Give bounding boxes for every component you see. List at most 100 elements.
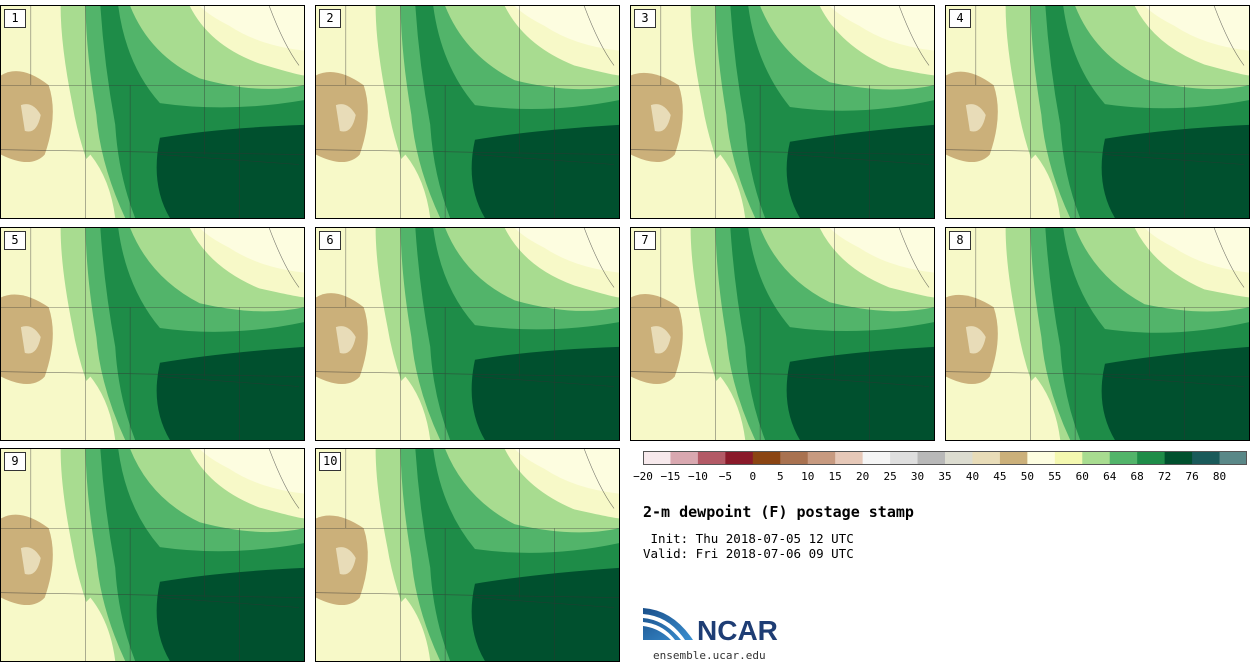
- colorbar-tick-label: −20: [633, 470, 653, 483]
- state-boundaries: [316, 228, 619, 440]
- northern-dry-region: [514, 449, 619, 494]
- colorbar-tick-label: 10: [801, 470, 815, 483]
- member-panel-2: 2: [315, 5, 620, 219]
- dry-region-inner: [965, 326, 986, 354]
- colorbar-swatch: [725, 451, 754, 465]
- dewpoint-map: [316, 6, 619, 218]
- northern-dry-region: [829, 228, 934, 273]
- state-boundaries: [1, 6, 304, 218]
- northern-dry-region: [199, 449, 304, 494]
- boundary-line: [1, 592, 304, 598]
- dry-region-inner: [335, 326, 356, 354]
- boundary-line: [898, 228, 930, 288]
- boundary-line: [474, 597, 615, 608]
- colorbar-tick-label: 80: [1212, 470, 1227, 483]
- colorbar-swatch: [670, 451, 699, 465]
- dry-region-inner: [335, 104, 356, 132]
- boundary-line: [268, 6, 300, 66]
- colorbar-swatch: [1082, 451, 1111, 465]
- highest-dewpoint-region: [471, 567, 619, 661]
- colorbar-swatch: [807, 451, 836, 465]
- state-boundaries: [1, 228, 304, 440]
- dewpoint-map: [946, 228, 1249, 440]
- colorbar-border: [643, 451, 1247, 465]
- boundary-line: [1104, 154, 1245, 165]
- colorbar-tick-label: 68: [1130, 470, 1144, 483]
- boundary-line: [316, 371, 619, 377]
- member-label: 1: [4, 9, 26, 28]
- dry-region-inner: [20, 326, 41, 354]
- valid-time: Valid: Fri 2018-07-06 09 UTC: [643, 546, 854, 561]
- member-panel-5: 5: [0, 227, 305, 441]
- northern-dry-region: [199, 6, 304, 51]
- state-boundaries: [316, 449, 619, 661]
- member-panel-7: 7: [630, 227, 935, 441]
- highest-dewpoint-region: [156, 346, 304, 440]
- colorbar-swatch: [1164, 451, 1193, 465]
- colorbar-tick-label: −10: [687, 470, 708, 483]
- dewpoint-map: [316, 449, 619, 661]
- colorbar-swatch: [972, 451, 1001, 465]
- state-boundaries: [631, 228, 934, 440]
- dry-region-inner: [20, 104, 41, 132]
- dry-plume: [355, 376, 431, 440]
- colorbar-swatch: [1219, 451, 1247, 465]
- boundary-line: [1, 371, 304, 377]
- colorbar-swatch: [1027, 451, 1056, 465]
- colorbar-tick-label: 40: [965, 470, 980, 483]
- northern-dry-region: [514, 228, 619, 273]
- boundary-line: [1213, 228, 1245, 288]
- colorbar-swatch: [890, 451, 919, 465]
- dry-region-inner: [965, 104, 986, 132]
- member-label: 3: [634, 9, 656, 28]
- highest-dewpoint-region: [786, 346, 934, 440]
- boundary-line: [1104, 376, 1245, 387]
- boundary-line: [1213, 6, 1245, 66]
- highest-dewpoint-region: [156, 124, 304, 218]
- colorbar-swatch: [999, 451, 1028, 465]
- state-boundaries: [631, 6, 934, 218]
- dewpoint-map: [1, 449, 304, 661]
- member-label: 9: [4, 452, 26, 471]
- highest-dewpoint-region: [1101, 124, 1249, 218]
- boundary-line: [789, 376, 930, 387]
- member-panel-1: 1: [0, 5, 305, 219]
- colorbar-tick-label: 76: [1185, 470, 1199, 483]
- northern-dry-region: [829, 6, 934, 51]
- highest-dewpoint-region: [1101, 346, 1249, 440]
- colorbar-tick-label: 35: [938, 470, 952, 483]
- colorbar-swatch: [780, 451, 809, 465]
- northern-dry-region: [514, 6, 619, 51]
- member-label: 10: [319, 452, 342, 471]
- boundary-line: [316, 592, 619, 598]
- state-boundaries: [1, 449, 304, 661]
- dry-region-inner: [335, 547, 356, 575]
- dewpoint-map: [1, 6, 304, 218]
- colorbar-swatch: [917, 451, 946, 465]
- colorbar-tick-label: 64: [1103, 470, 1117, 483]
- northern-dry-region: [1144, 6, 1249, 51]
- colorbar-tick-label: 50: [1020, 470, 1034, 483]
- boundary-line: [583, 6, 615, 66]
- colorbar-tick-label: −5: [718, 470, 732, 483]
- highest-dewpoint-region: [471, 124, 619, 218]
- boundary-line: [268, 449, 300, 509]
- member-panel-10: 10: [315, 448, 620, 662]
- colorbar-tick-label: 55: [1048, 470, 1062, 483]
- member-label: 5: [4, 231, 26, 250]
- init-time: Init: Thu 2018-07-05 12 UTC: [643, 531, 854, 546]
- member-label: 8: [949, 231, 971, 250]
- dry-plume: [355, 597, 431, 661]
- dry-plume: [40, 154, 116, 218]
- member-label: 7: [634, 231, 656, 250]
- dewpoint-map: [316, 228, 619, 440]
- member-panel-8: 8: [945, 227, 1250, 441]
- boundary-line: [159, 154, 300, 165]
- boundary-line: [583, 228, 615, 288]
- member-panel-9: 9: [0, 448, 305, 662]
- member-panel-4: 4: [945, 5, 1250, 219]
- colorbar-tick-label: 30: [910, 470, 925, 483]
- boundary-line: [946, 371, 1249, 377]
- colorbar-swatch: [643, 451, 671, 465]
- colorbar-tick-label: 72: [1158, 470, 1172, 483]
